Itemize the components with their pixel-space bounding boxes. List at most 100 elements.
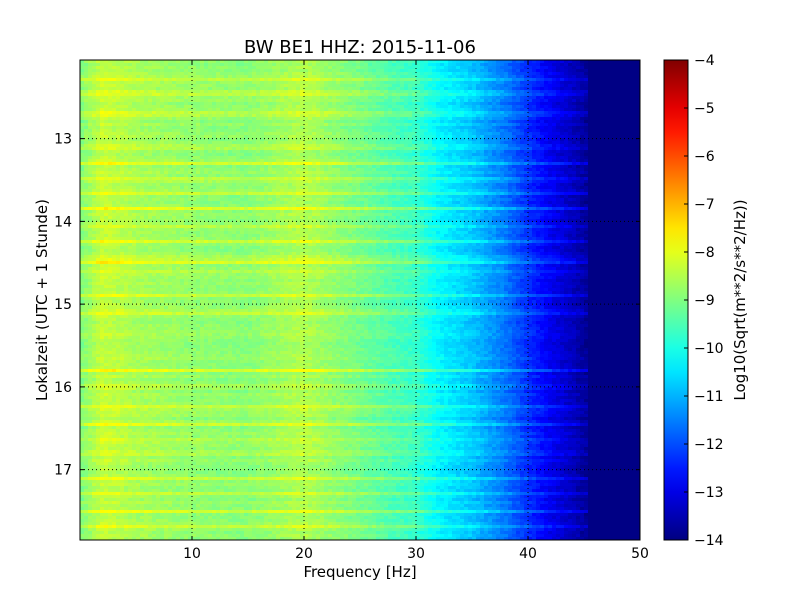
heatmap-cell	[136, 99, 141, 103]
heatmap-cell	[276, 144, 281, 148]
heatmap-cell	[120, 123, 125, 127]
heatmap-cell	[508, 144, 513, 148]
heatmap-cell	[552, 129, 557, 133]
heatmap-cell	[144, 144, 149, 148]
heatmap-cell	[176, 123, 181, 127]
heatmap-cell	[336, 96, 341, 100]
heatmap-cell	[456, 84, 461, 88]
heatmap-cell	[340, 81, 345, 85]
heatmap-cell	[260, 123, 265, 127]
heatmap-cell	[420, 90, 425, 94]
heatmap-cell	[148, 144, 153, 148]
heatmap-cell	[452, 93, 457, 97]
heatmap-cell	[464, 78, 469, 82]
heatmap-cell	[388, 93, 393, 97]
heatmap-cell	[460, 90, 465, 94]
heatmap-cell	[628, 66, 633, 70]
heatmap-cell	[244, 93, 249, 97]
heatmap-cell	[548, 105, 553, 109]
heatmap-cell	[264, 90, 269, 94]
heatmap-cell	[412, 126, 417, 130]
heatmap-cell	[480, 126, 485, 130]
heatmap-cell	[572, 96, 577, 100]
heatmap-cell	[160, 90, 165, 94]
heatmap-cell	[316, 120, 321, 124]
heatmap-cell	[96, 138, 101, 142]
heatmap-cell	[532, 99, 537, 103]
heatmap-cell	[392, 114, 397, 118]
heatmap-cell	[180, 141, 185, 145]
heatmap-cell	[548, 129, 553, 133]
heatmap-cell	[428, 120, 433, 124]
heatmap-cell	[272, 72, 277, 76]
heatmap-cell	[404, 75, 409, 79]
heatmap-cell	[552, 138, 557, 142]
heatmap-cell	[504, 114, 509, 118]
heatmap-cell	[168, 120, 173, 124]
heatmap-cell	[180, 114, 185, 118]
heatmap-cell	[228, 96, 233, 100]
heatmap-cell	[372, 111, 377, 115]
heatmap-cell	[580, 108, 585, 112]
heatmap-cell	[384, 75, 389, 79]
heatmap-cell	[288, 63, 293, 67]
heatmap-cell	[100, 87, 105, 91]
heatmap-cell	[596, 132, 601, 136]
heatmap-cell	[532, 135, 537, 139]
heatmap-cell	[164, 144, 169, 148]
heatmap-cell	[364, 99, 369, 103]
heatmap-cell	[536, 66, 541, 70]
heatmap-cell	[132, 126, 137, 130]
heatmap-cell	[632, 117, 637, 121]
heatmap-cell	[348, 87, 353, 91]
heatmap-cell	[244, 63, 249, 67]
heatmap-cell	[92, 126, 97, 130]
heatmap-cell	[192, 96, 197, 100]
heatmap-cell	[484, 108, 489, 112]
heatmap-cell	[192, 129, 197, 133]
heatmap-cell	[400, 108, 405, 112]
heatmap-cell	[80, 102, 85, 106]
heatmap-cell	[536, 102, 541, 106]
heatmap-cell	[272, 105, 277, 109]
heatmap-cell	[616, 84, 621, 88]
heatmap-cell	[192, 99, 197, 103]
heatmap-cell	[476, 66, 481, 70]
heatmap-cell	[420, 78, 425, 82]
heatmap-cell	[416, 87, 421, 91]
heatmap-cell	[620, 75, 625, 79]
heatmap-cell	[248, 129, 253, 133]
heatmap-cell	[220, 123, 225, 127]
heatmap-cell	[468, 141, 473, 145]
heatmap-cell	[512, 120, 517, 124]
heatmap-cell	[188, 60, 193, 64]
heatmap-cell	[220, 132, 225, 136]
heatmap-cell	[560, 141, 565, 145]
heatmap-cell	[328, 144, 333, 148]
heatmap-cell	[124, 129, 129, 133]
heatmap-cell	[372, 69, 377, 73]
heatmap-cell	[160, 96, 165, 100]
heatmap-cell	[352, 69, 357, 73]
heatmap-cell	[448, 141, 453, 145]
heatmap-cell	[224, 126, 229, 130]
heatmap-cell	[136, 117, 141, 121]
heatmap-cell	[548, 126, 553, 130]
heatmap-cell	[596, 126, 601, 130]
heatmap-cell	[476, 123, 481, 127]
heatmap-cell	[584, 111, 589, 115]
heatmap-cell	[284, 66, 289, 70]
heatmap-cell	[608, 126, 613, 130]
heatmap-cell	[548, 69, 553, 73]
heatmap-cell	[592, 138, 597, 142]
heatmap-cell	[316, 87, 321, 91]
heatmap-cell	[424, 120, 429, 124]
heatmap-cell	[292, 66, 297, 70]
heatmap-cell	[352, 87, 357, 91]
heatmap-cell	[404, 114, 409, 118]
heatmap-cell	[440, 60, 445, 64]
heatmap-cell	[240, 78, 245, 82]
heatmap-cell	[184, 63, 189, 67]
heatmap-cell	[372, 135, 377, 139]
heatmap-cell	[520, 144, 525, 148]
